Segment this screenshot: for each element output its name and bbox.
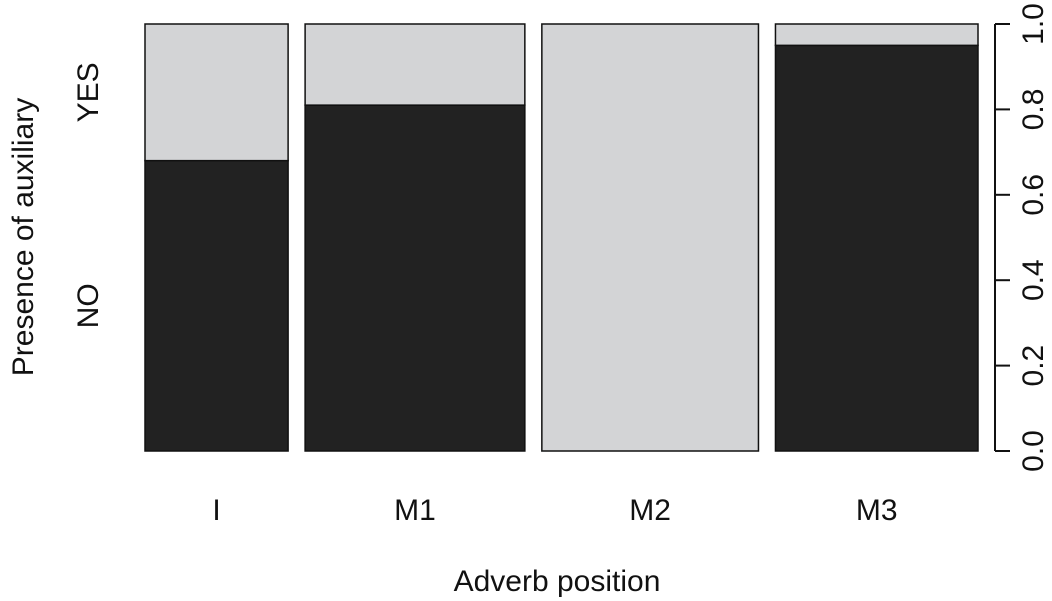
x-tick-label: I xyxy=(212,494,220,527)
x-tick-label: M2 xyxy=(629,494,671,527)
legend-label: NO xyxy=(72,283,105,328)
y-tick-label: 0.4 xyxy=(1017,259,1050,301)
y-axis-label: Presence of auxiliary xyxy=(7,98,40,376)
x-tick-label: M3 xyxy=(856,494,898,527)
y-tick-label: 0.6 xyxy=(1017,174,1050,216)
bar-segment xyxy=(304,23,526,106)
bar-segment xyxy=(144,23,289,162)
legend-label: YES xyxy=(72,62,105,122)
y-tick-label: 1.0 xyxy=(1017,3,1050,45)
x-axis-label: Adverb position xyxy=(454,565,661,598)
y-tick-label: 0.8 xyxy=(1017,89,1050,131)
bar-segment xyxy=(774,44,979,452)
bar-segment xyxy=(541,23,760,452)
x-tick-label: M1 xyxy=(394,494,436,527)
bar-segment xyxy=(144,159,289,452)
y-tick-label: 0.0 xyxy=(1017,430,1050,472)
y-tick-label: 0.2 xyxy=(1017,345,1050,387)
bar-segment xyxy=(774,23,979,47)
bar-segment xyxy=(304,104,526,452)
